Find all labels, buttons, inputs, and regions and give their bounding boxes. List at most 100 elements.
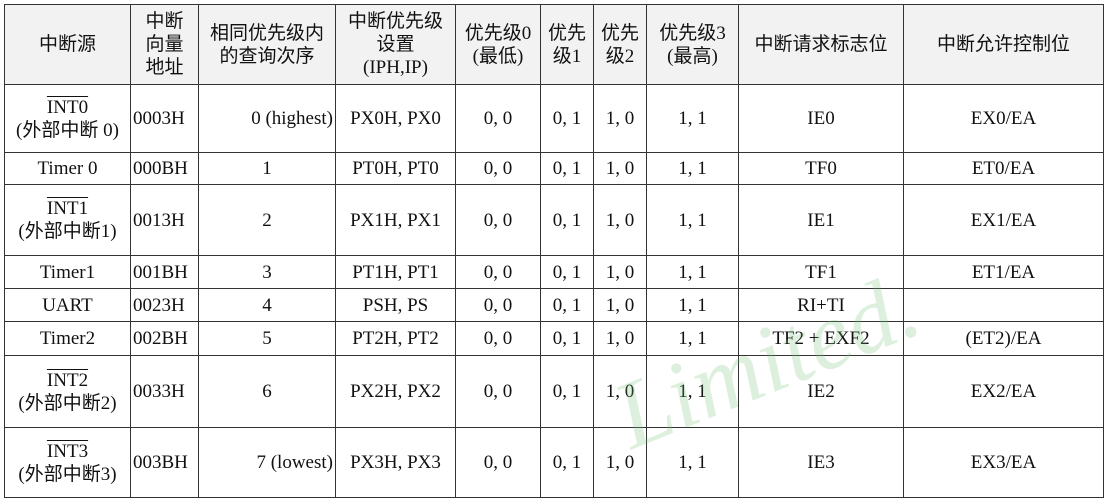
header-text: 地址 xyxy=(145,57,184,78)
cell-text: 5 xyxy=(262,328,272,349)
table-cell: 1, 1 xyxy=(646,152,739,185)
table-cell: 0, 1 xyxy=(540,84,594,153)
table-row: INT2 (外部中断2) 0033H 6 PX2H, PX2 0, 0 0, 1 1, 0 1,… xyxy=(4,355,1104,428)
table-cell: PT2H, PT2 xyxy=(335,321,456,356)
table-cell: 1 xyxy=(198,152,336,185)
header-text: (IPH,IP) xyxy=(363,57,428,78)
cell-text: PT2H, PT2 xyxy=(352,328,439,349)
cell-text: 1, 0 xyxy=(605,209,635,231)
header-text: 中断源 xyxy=(38,34,96,55)
cell-text: 1, 1 xyxy=(678,328,707,349)
table-cell: 0, 0 xyxy=(455,255,541,289)
table-cell: 6 xyxy=(198,355,336,428)
header-text: 级2 xyxy=(605,45,635,67)
table-row: Timer1 001BH 3 PT1H, PT1 0, 0 0, 1 1, 0 1, 1 TF1… xyxy=(4,255,1104,289)
cell-text: 0, 0 xyxy=(483,452,513,473)
table-cell: 0003H xyxy=(130,84,199,153)
header-text: 级1 xyxy=(552,45,582,67)
table-cell: PX3H, PX3 xyxy=(335,427,456,498)
table-cell: 0 (highest) xyxy=(198,84,336,153)
cell-text: EX0/EA xyxy=(970,108,1037,129)
table-cell: 0, 0 xyxy=(455,288,541,322)
cell-text: 0, 1 xyxy=(552,328,582,349)
signal-name: INT3 xyxy=(46,440,89,462)
header-text: (最高) xyxy=(667,45,718,67)
cell-text: 1, 1 xyxy=(678,381,707,402)
cell-text: TF2 + EXF2 xyxy=(772,328,870,349)
cell-text: PT0H, PT0 xyxy=(352,158,439,179)
cell-text: UART xyxy=(42,294,93,316)
header-text: 中断优先级 xyxy=(347,11,443,32)
table-cell: 3 xyxy=(198,255,336,289)
table-cell: 1, 0 xyxy=(593,355,647,428)
cell-text: 1, 0 xyxy=(605,381,635,402)
table-cell: TF1 xyxy=(738,255,904,289)
header-row: 中断源 中断 向量 地址 相同优先级内 的查询次序 中断优先级 设置 (IPH,IP) 优先级0(… xyxy=(4,4,1104,85)
header-text: 优先 xyxy=(600,22,639,44)
signal-name: INT0 xyxy=(46,96,89,118)
cell-text: PX1H, PX1 xyxy=(350,209,441,231)
table-cell: ET0/EA xyxy=(903,152,1104,185)
cell-text: IE1 xyxy=(807,209,835,231)
table-cell: 000BH xyxy=(130,152,199,185)
table-cell: 1, 1 xyxy=(646,427,739,498)
cell-text: 6 xyxy=(262,381,272,402)
table-cell: 0033H xyxy=(130,355,199,428)
table-cell: INT3 (外部中断3) xyxy=(4,427,131,498)
table-cell: EX0/EA xyxy=(903,84,1104,153)
header-cell: 相同优先级内 的查询次序 xyxy=(198,4,336,85)
table-cell: Timer2 xyxy=(4,321,131,356)
table-cell: EX1/EA xyxy=(903,184,1104,256)
cell-text: 0013H xyxy=(133,209,185,231)
table-cell: 0, 0 xyxy=(455,427,541,498)
table-cell: 1, 0 xyxy=(593,184,647,256)
table-cell: 0, 0 xyxy=(455,152,541,185)
header-text: 中断请求标志位 xyxy=(754,34,888,55)
table-cell: 1, 0 xyxy=(593,255,647,289)
interrupt-table: 中断源 中断 向量 地址 相同优先级内 的查询次序 中断优先级 设置 (IPH,IP) 优先级0(… xyxy=(4,4,1104,498)
table-cell: 1, 0 xyxy=(593,321,647,356)
cell-text: Timer1 xyxy=(39,261,96,283)
table-cell: IE3 xyxy=(738,427,904,498)
cell-text: 1, 1 xyxy=(678,158,707,179)
cell-text: Timer 0 xyxy=(37,158,98,179)
header-cell: 中断 向量 地址 xyxy=(130,4,199,85)
cell-text: 2 xyxy=(262,209,272,231)
cell-text: PX0H, PX0 xyxy=(350,108,441,129)
header-cell: 中断允许控制位 xyxy=(903,4,1104,85)
table-cell: TF2 + EXF2 xyxy=(738,321,904,356)
cell-text: PSH, PS xyxy=(362,294,429,316)
header-text: 优先 xyxy=(547,22,586,44)
table-row: INT0 (外部中断 0) 0003H 0 (highest) PX0H, PX0 0, … xyxy=(4,84,1104,153)
table-cell: ET1/EA xyxy=(903,255,1104,289)
cell-text: 0, 0 xyxy=(483,209,513,231)
header-text: 设置 xyxy=(376,34,415,55)
table-cell: 1, 1 xyxy=(646,184,739,256)
table-cell: EX2/EA xyxy=(903,355,1104,428)
table-cell: (ET2)/EA xyxy=(903,321,1104,356)
cell-text: 0, 0 xyxy=(483,381,513,402)
cell-text: 0, 0 xyxy=(483,328,513,349)
signal-note: (外部中断2) xyxy=(18,392,117,414)
signal-note: (外部中断 0) xyxy=(16,119,119,141)
table-cell: 1, 1 xyxy=(646,288,739,322)
table-cell: 1, 1 xyxy=(646,321,739,356)
cell-text: 0, 0 xyxy=(483,294,513,316)
table-cell: RI+TI xyxy=(738,288,904,322)
cell-text: 1, 1 xyxy=(678,209,707,231)
table-cell: 1, 0 xyxy=(593,427,647,498)
cell-text: 1, 0 xyxy=(605,294,635,316)
cell-text: IE3 xyxy=(807,452,835,473)
header-cell: 中断优先级 设置 (IPH,IP) xyxy=(335,4,456,85)
cell-text: 0, 1 xyxy=(552,452,582,473)
table-cell: IE1 xyxy=(738,184,904,256)
table-cell: PT0H, PT0 xyxy=(335,152,456,185)
table-cell: 1, 1 xyxy=(646,255,739,289)
signal-name: INT1 xyxy=(46,198,89,219)
table-cell: 003BH xyxy=(130,427,199,498)
table-cell: 0, 1 xyxy=(540,427,594,498)
table-cell: 0, 1 xyxy=(540,288,594,322)
table-cell: 0, 1 xyxy=(540,321,594,356)
cell-text: PT1H, PT1 xyxy=(352,261,439,283)
cell-text: 1, 0 xyxy=(605,261,635,283)
